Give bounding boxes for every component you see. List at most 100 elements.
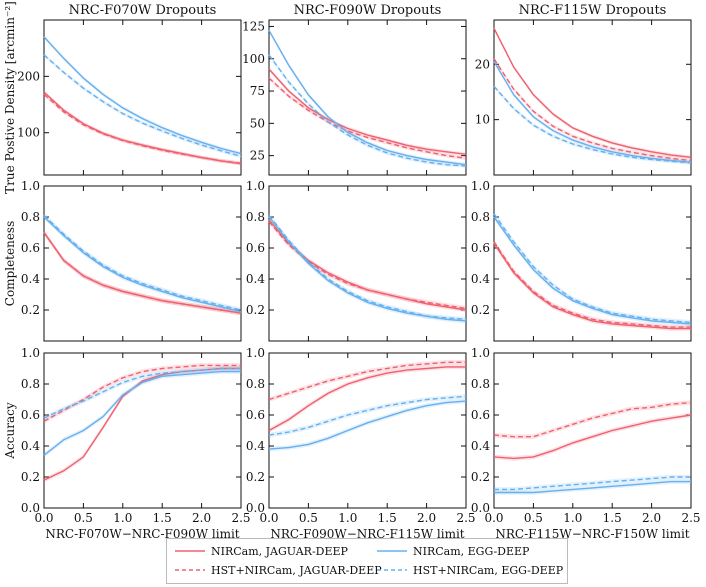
panel-title: NRC-F115W Dropouts xyxy=(519,3,667,18)
legend-line-icon xyxy=(175,550,205,552)
y-tick-label: 0.0 xyxy=(21,501,40,515)
y-tick-label: 1.0 xyxy=(21,179,40,193)
y-tick-label: 25 xyxy=(250,149,265,163)
plot-frame xyxy=(268,19,467,176)
x-tick-label: 1.5 xyxy=(603,511,622,525)
x-tick-label: 0.0 xyxy=(34,511,53,525)
panel-r1c2: 0.2 0.4 0.6 0.8 1.0 xyxy=(471,179,692,342)
y-tick-label: 0.8 xyxy=(471,210,490,224)
y-tick-label: 1.0 xyxy=(471,179,490,193)
y-tick-label: 75 xyxy=(250,84,265,98)
y-tick-label: 1.0 xyxy=(21,346,40,360)
y-tick-label: 0.8 xyxy=(21,210,40,224)
series-line xyxy=(43,367,241,419)
series-line xyxy=(493,242,691,330)
x-tick-label: 2.0 xyxy=(417,511,436,525)
series-band xyxy=(44,366,241,421)
series-band xyxy=(269,213,466,322)
series-line xyxy=(268,29,467,166)
y-tick-label: 0.4 xyxy=(246,272,265,286)
x-tick-label: 0.5 xyxy=(74,511,93,525)
series-band xyxy=(494,211,691,325)
series-line xyxy=(43,367,241,481)
x-tick-label: 1.5 xyxy=(378,511,397,525)
x-tick-label: 1.0 xyxy=(563,511,582,525)
x-tick-label: 0.5 xyxy=(524,511,543,525)
plot-frame xyxy=(268,185,467,342)
y-tick-label: 100 xyxy=(17,126,40,140)
series-band xyxy=(44,230,241,316)
x-tick-label: 0.0 xyxy=(259,511,278,525)
series-line xyxy=(493,216,692,325)
series-line xyxy=(268,395,467,436)
series-line xyxy=(43,370,241,456)
series-band xyxy=(269,53,466,168)
series-band xyxy=(494,56,691,163)
series-band xyxy=(44,230,241,316)
y-tick-label: 1.0 xyxy=(246,346,265,360)
series-line xyxy=(268,214,467,320)
panel-r1c1: 0.2 0.4 0.6 0.8 1.0 xyxy=(246,179,467,342)
y-axis-label: Accuracy xyxy=(3,402,17,459)
series-line xyxy=(493,61,692,163)
y-tick-label: 0.6 xyxy=(471,408,490,422)
panel-r2c0: 0.0 0.2 0.4 0.6 0.8 1.0 0.0 0.5 1.0 1.5 2.0 2.5 NRC-… xyxy=(3,346,251,541)
y-tick-label: 0.4 xyxy=(471,439,490,453)
series-line xyxy=(43,214,242,311)
series-line xyxy=(493,401,692,438)
plot-frame xyxy=(43,19,242,176)
legend-label: NIRCam, JAGUAR-DEEP xyxy=(211,544,348,558)
y-tick-label: 0.6 xyxy=(471,241,490,255)
panel-r0c2: 10 20 NRC-F115W Dropouts xyxy=(475,3,692,176)
y-tick-label: 0.6 xyxy=(246,408,265,422)
y-tick-label: 0.4 xyxy=(21,439,40,453)
series-band xyxy=(269,360,466,402)
panel-r0c0: 100 200 NRC-F070W Dropouts True Postive Den… xyxy=(3,1,242,194)
x-tick-label: 0.5 xyxy=(299,511,318,525)
series-line xyxy=(43,36,242,155)
y-tick-label: 1.0 xyxy=(471,346,490,360)
y-tick-label: 0.6 xyxy=(21,241,40,255)
panel-title: NRC-F070W Dropouts xyxy=(69,3,217,18)
y-tick-label: 0.2 xyxy=(246,303,265,317)
legend-label: HST+NIRCam, JAGUAR-DEEP xyxy=(211,563,382,577)
series-line xyxy=(493,241,691,328)
x-axis-label: NRC-F090W−NRC-F115W limit xyxy=(270,527,464,541)
legend-item: NIRCam, JAGUAR-DEEP xyxy=(175,542,348,560)
y-tick-label: 0.4 xyxy=(21,272,40,286)
series-line xyxy=(493,414,692,460)
legend-line-icon xyxy=(377,550,407,552)
y-tick-label: 20 xyxy=(475,57,490,71)
y-tick-label: 0.4 xyxy=(471,272,490,286)
series-line xyxy=(268,216,467,322)
series-line xyxy=(43,216,242,313)
series-line xyxy=(268,361,466,401)
y-tick-label: 200 xyxy=(17,69,40,83)
x-tick-label: 0.0 xyxy=(484,511,503,525)
series-band xyxy=(494,479,691,495)
y-tick-label: 50 xyxy=(250,116,265,130)
y-tick-label: 100 xyxy=(242,52,265,66)
series-line xyxy=(493,213,692,324)
y-tick-label: 0.2 xyxy=(21,470,40,484)
legend-item: NIRCam, EGG-DEEP xyxy=(377,542,529,560)
legend-item: HST+NIRCam, EGG-DEEP xyxy=(377,561,563,579)
series-line xyxy=(43,232,242,314)
series-band xyxy=(269,214,466,324)
plot-frame xyxy=(268,352,467,509)
y-tick-label: 1.0 xyxy=(246,179,265,193)
x-tick-label: 1.0 xyxy=(113,511,132,525)
x-tick-label: 2.5 xyxy=(681,511,700,525)
series-line xyxy=(494,476,691,491)
y-tick-label: 0.2 xyxy=(471,303,490,317)
plot-frame xyxy=(43,352,242,509)
y-tick-label: 0.6 xyxy=(21,408,40,422)
x-tick-label: 2.5 xyxy=(456,511,475,525)
series-line xyxy=(494,480,691,494)
x-tick-label: 2.0 xyxy=(192,511,211,525)
legend: NIRCam, JAGUAR-DEEP NIRCam, EGG-DEEP HST… xyxy=(166,538,568,584)
y-tick-label: 125 xyxy=(242,19,265,33)
y-tick-label: 0.0 xyxy=(246,501,265,515)
panel-r1c0: 0.2 0.4 0.6 0.8 1.0 Completeness xyxy=(3,179,242,342)
